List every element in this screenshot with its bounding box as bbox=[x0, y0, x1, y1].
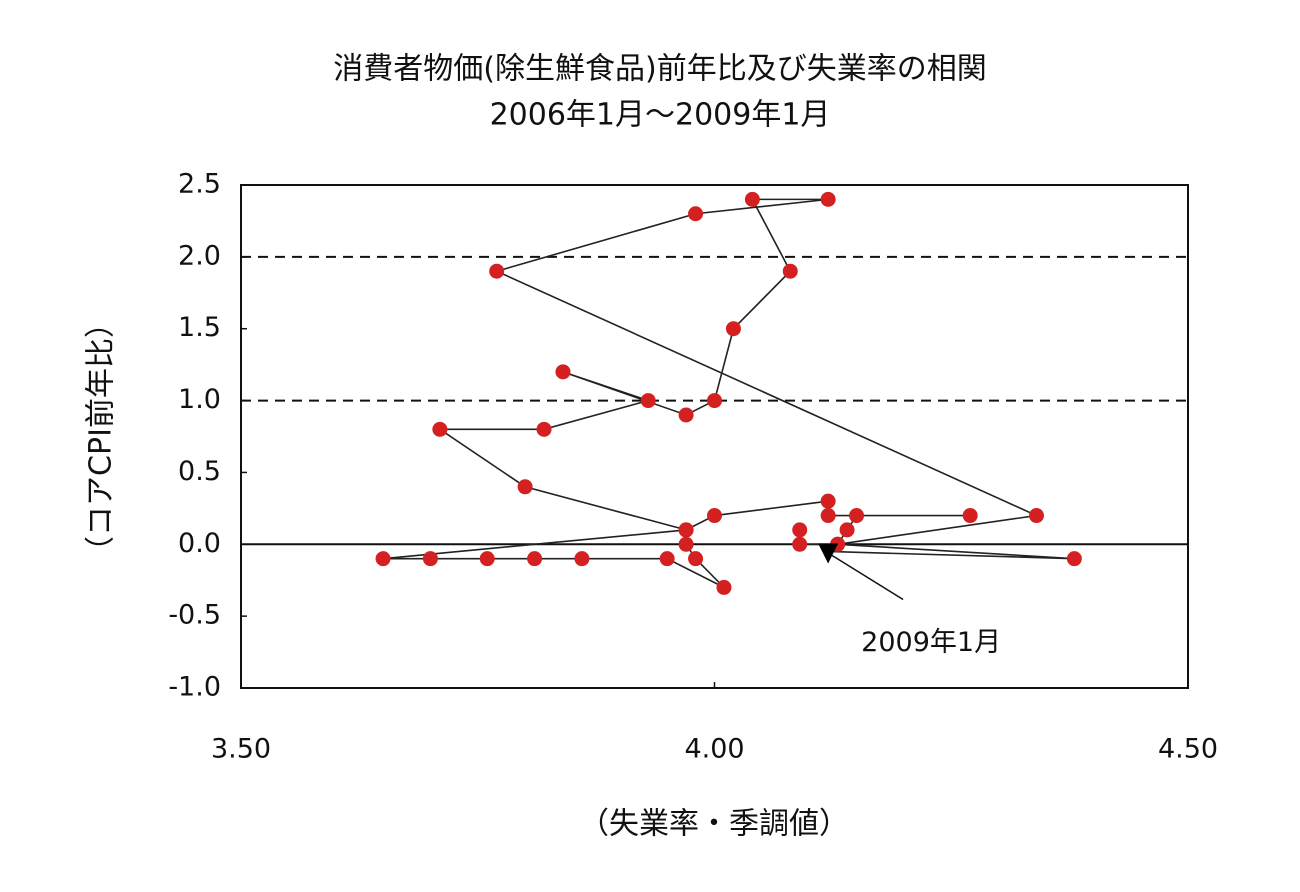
x-tick-label: 4.00 bbox=[684, 734, 744, 765]
data-point bbox=[820, 493, 836, 509]
annotation-text: 2009年1月 bbox=[861, 627, 1001, 658]
data-point bbox=[782, 263, 798, 279]
data-point bbox=[962, 508, 978, 524]
chart-subtitle: 2006年1月～2009年1月 bbox=[490, 98, 831, 133]
data-point bbox=[574, 551, 590, 567]
x-axis-title: （失業率・季調値） bbox=[579, 807, 849, 842]
data-point bbox=[688, 206, 704, 222]
data-point bbox=[432, 421, 448, 437]
x-tick-label: 3.50 bbox=[211, 734, 271, 765]
data-point bbox=[536, 421, 552, 437]
y-tick-label: 1.0 bbox=[178, 384, 221, 415]
data-point bbox=[839, 522, 855, 538]
data-point bbox=[640, 393, 656, 409]
y-tick-label: -0.5 bbox=[168, 600, 221, 631]
y-tick-label: 1.5 bbox=[178, 312, 221, 343]
y-tick-label: 2.0 bbox=[178, 240, 221, 271]
annotation-arrow bbox=[831, 554, 904, 601]
data-point bbox=[688, 551, 704, 567]
x-tick-label: 4.50 bbox=[1158, 734, 1218, 765]
data-point bbox=[820, 191, 836, 207]
chart-title: 消費者物価(除生鮮食品)前年比及び失業率の相関 bbox=[333, 52, 986, 87]
data-point bbox=[422, 551, 438, 567]
data-point bbox=[527, 551, 543, 567]
data-point bbox=[678, 407, 694, 423]
data-point bbox=[517, 479, 533, 495]
data-point bbox=[489, 263, 505, 279]
last-point-marker bbox=[818, 543, 839, 564]
data-point bbox=[375, 551, 391, 567]
data-point bbox=[555, 364, 571, 380]
y-axis-title: （コアCPI前年比） bbox=[84, 308, 119, 566]
data-point bbox=[744, 191, 760, 207]
data-point bbox=[716, 579, 732, 595]
plot-frame bbox=[240, 184, 1189, 689]
data-point bbox=[1028, 508, 1044, 524]
data-point bbox=[707, 508, 722, 524]
data-point bbox=[725, 321, 741, 337]
data-point bbox=[792, 536, 808, 552]
data-point bbox=[820, 508, 836, 524]
data-point bbox=[707, 393, 722, 409]
data-point bbox=[1066, 551, 1082, 567]
data-point bbox=[479, 551, 495, 567]
y-tick-label: 0.0 bbox=[178, 528, 221, 559]
y-tick-label: -1.0 bbox=[168, 672, 221, 703]
data-point bbox=[659, 551, 675, 567]
data-point bbox=[678, 536, 694, 552]
data-point bbox=[849, 508, 865, 524]
data-point bbox=[792, 522, 808, 538]
y-tick-label: 0.5 bbox=[178, 456, 221, 487]
data-point bbox=[678, 522, 694, 538]
y-tick-label: 2.5 bbox=[178, 169, 221, 200]
